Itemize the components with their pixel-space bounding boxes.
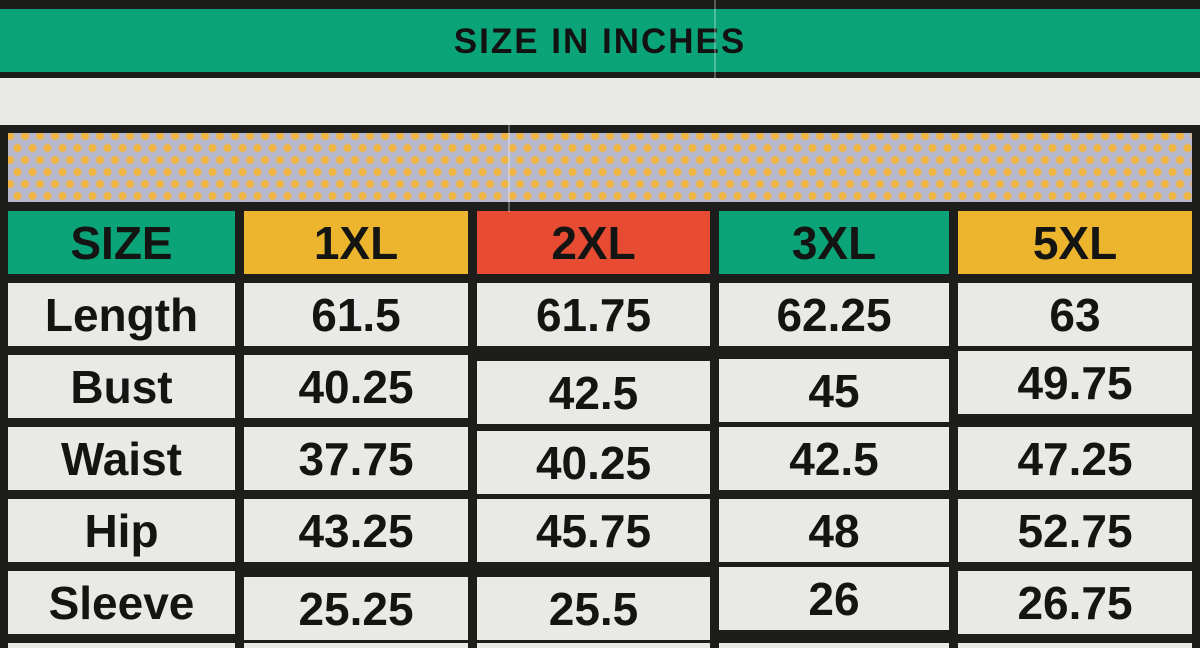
size-table: SIZE 1XL 2XL 3XL 5XL Length 61.5 61.75 6…	[0, 125, 1200, 648]
seam-line	[714, 0, 716, 78]
row-label-bust: Bust	[8, 355, 235, 418]
dotted-pattern-band	[8, 133, 1192, 202]
row-label-length: Length	[8, 283, 235, 346]
cutoff-row-cell	[958, 643, 1192, 648]
row-label-sleeve: Sleeve	[8, 571, 235, 634]
header-cell-2xl: 2XL	[477, 211, 710, 274]
cell-hip-5xl: 52.75	[958, 499, 1192, 562]
title-banner: SIZE IN INCHES	[0, 9, 1200, 72]
cutoff-row-cell	[477, 643, 710, 648]
cutoff-row-cell	[719, 643, 949, 648]
cell-sleeve-3xl: 26	[719, 567, 949, 630]
cell-sleeve-1xl: 25.25	[244, 577, 468, 640]
cutoff-row-cell	[244, 643, 468, 648]
cell-length-2xl: 61.75	[477, 283, 710, 346]
cell-hip-1xl: 43.25	[244, 499, 468, 562]
cutoff-row-cell	[8, 643, 235, 648]
cell-length-3xl: 62.25	[719, 283, 949, 346]
header-cell-3xl: 3XL	[719, 211, 949, 274]
header-cell-size: SIZE	[8, 211, 235, 274]
cell-hip-2xl: 45.75	[477, 499, 710, 562]
cell-sleeve-2xl: 25.5	[477, 577, 710, 640]
cell-length-1xl: 61.5	[244, 283, 468, 346]
cell-sleeve-5xl: 26.75	[958, 571, 1192, 634]
banner-divider	[0, 72, 1200, 78]
cell-waist-3xl: 42.5	[719, 427, 949, 490]
cell-length-5xl: 63	[958, 283, 1192, 346]
header-cell-1xl: 1XL	[244, 211, 468, 274]
row-label-waist: Waist	[8, 427, 235, 490]
header-cell-5xl: 5XL	[958, 211, 1192, 274]
cell-waist-1xl: 37.75	[244, 427, 468, 490]
cell-bust-3xl: 45	[719, 359, 949, 422]
cell-bust-5xl: 49.75	[958, 351, 1192, 414]
cell-bust-2xl: 42.5	[477, 361, 710, 424]
cell-waist-5xl: 47.25	[958, 427, 1192, 490]
cell-bust-1xl: 40.25	[244, 355, 468, 418]
page-title: SIZE IN INCHES	[453, 21, 747, 61]
top-black-bar	[0, 0, 1200, 9]
seam-line	[508, 125, 510, 212]
cell-hip-3xl: 48	[719, 499, 949, 562]
row-label-hip: Hip	[8, 499, 235, 562]
cell-waist-2xl: 40.25	[477, 431, 710, 494]
